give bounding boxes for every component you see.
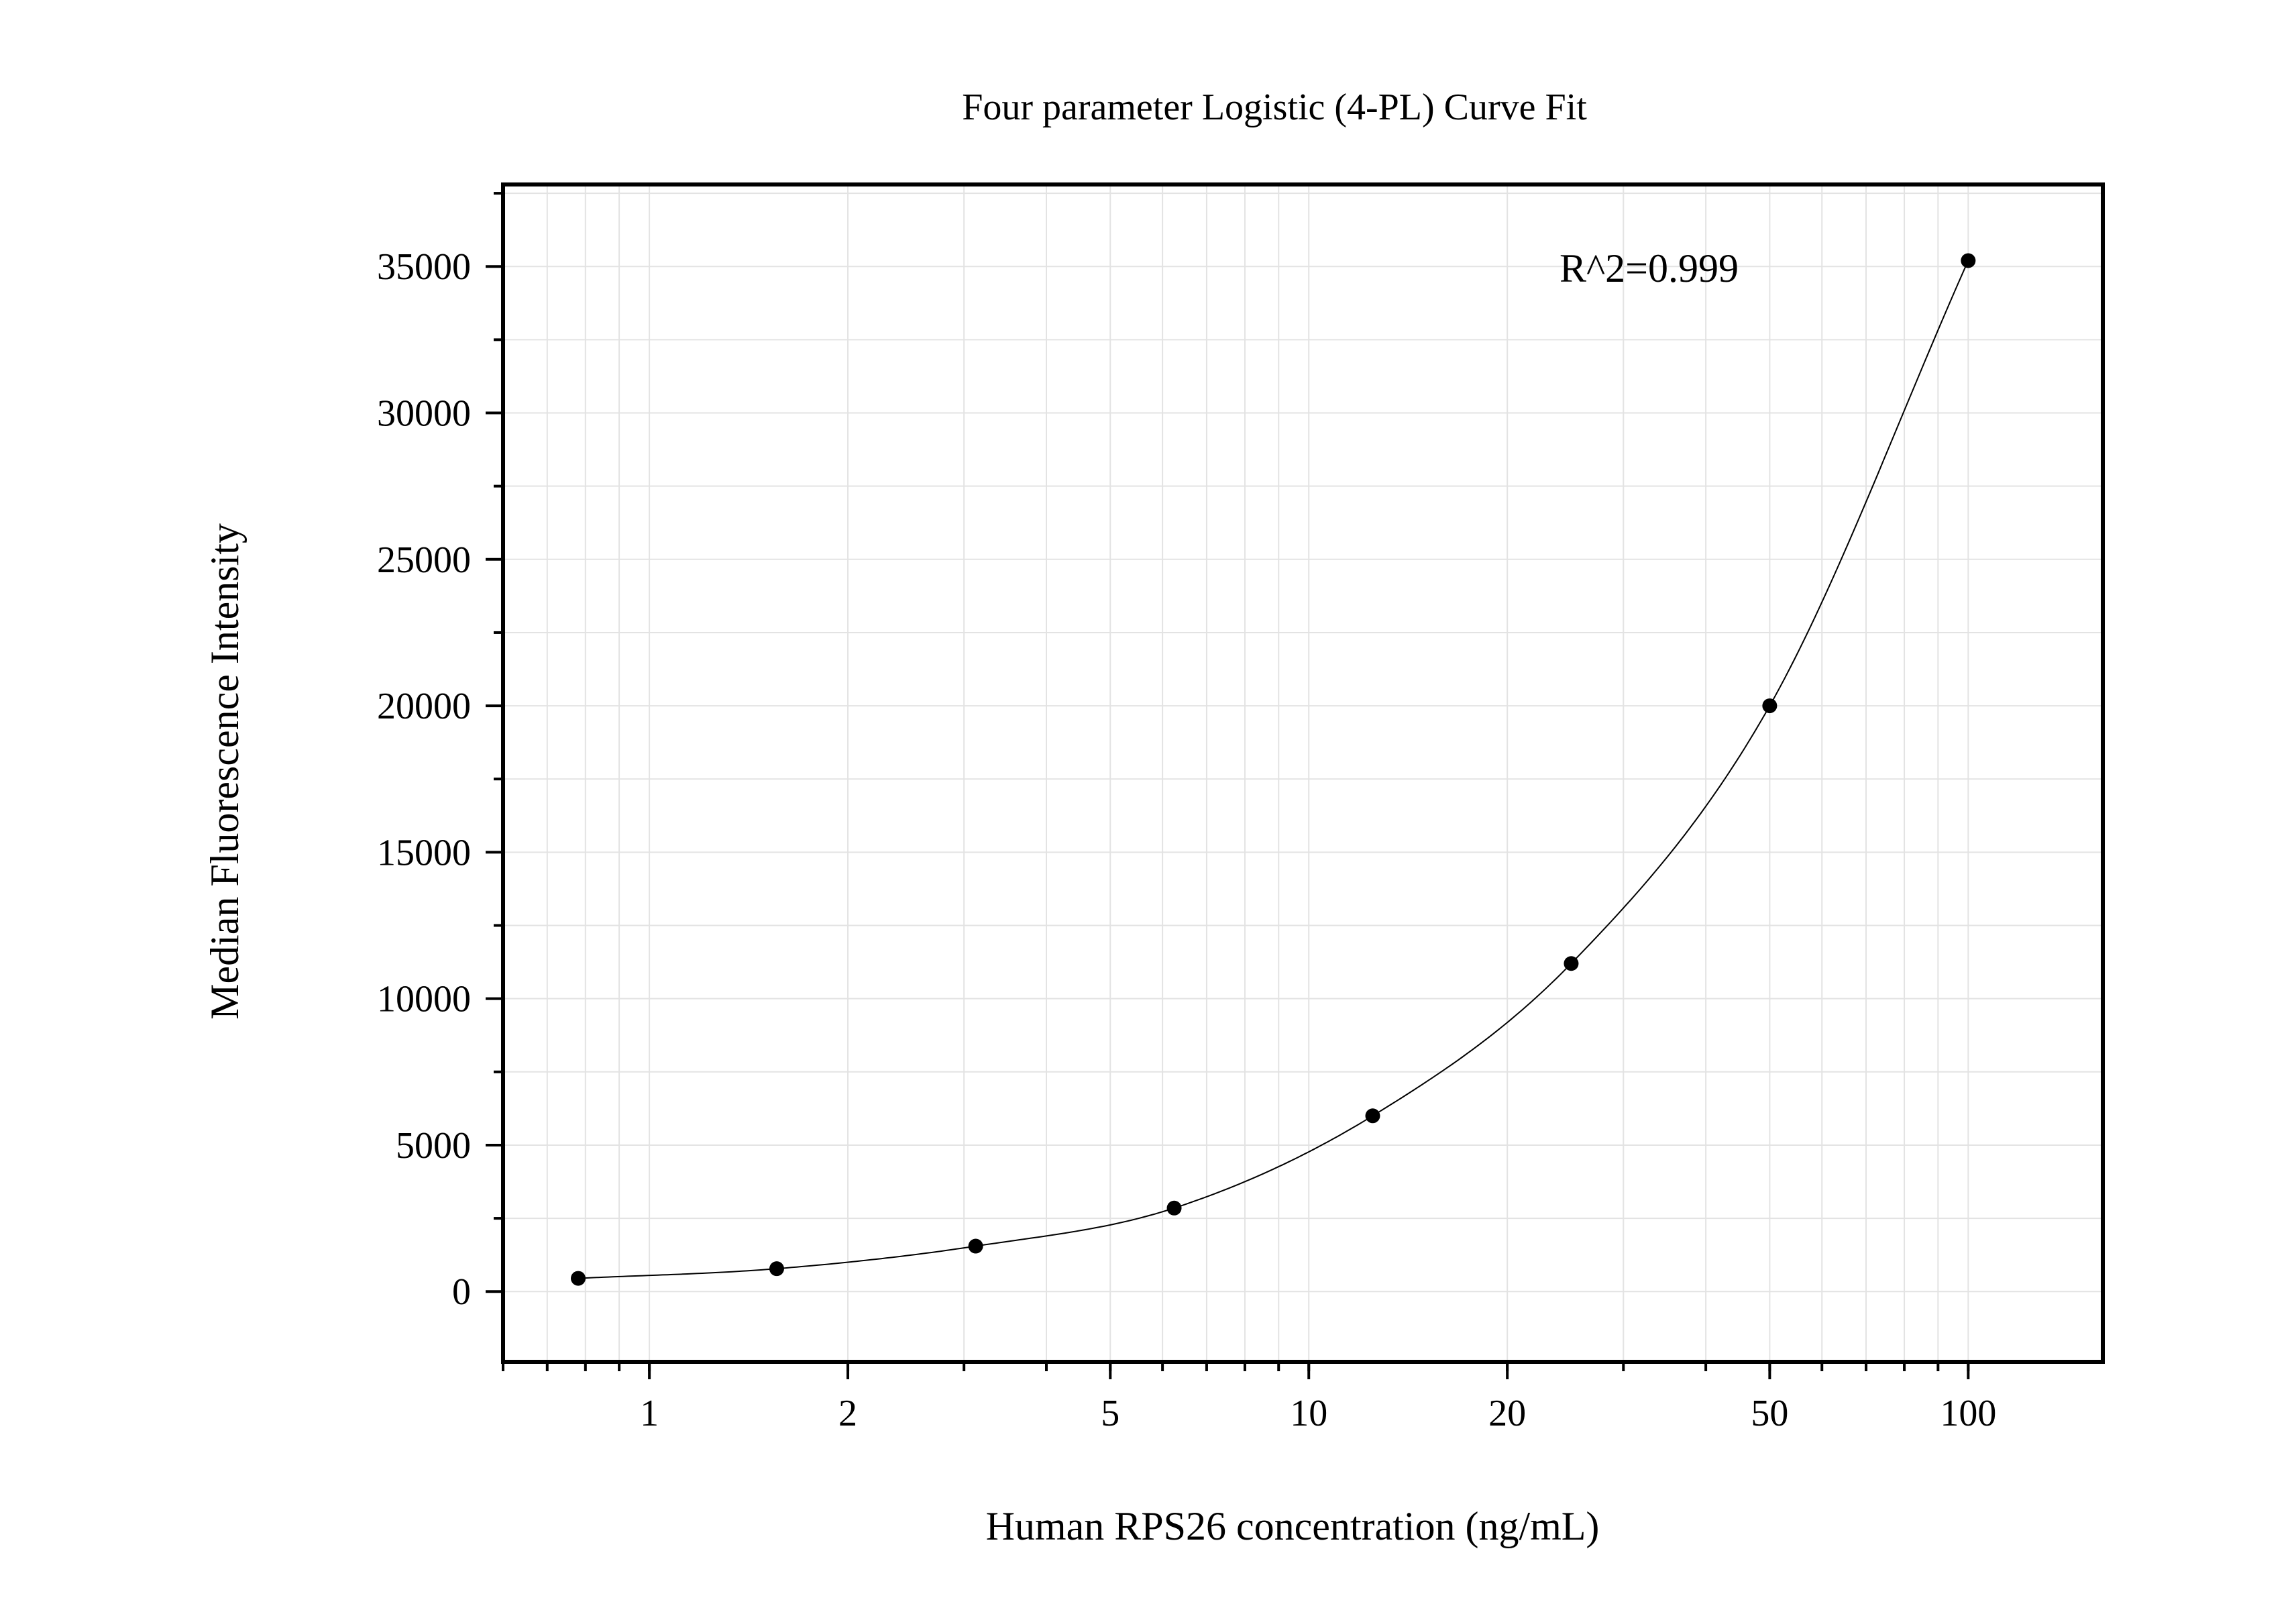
plot-frame <box>501 182 2105 1364</box>
data-point <box>968 1238 983 1254</box>
data-point <box>1961 253 1976 268</box>
y-tick-label: 35000 <box>377 246 471 288</box>
data-point <box>1365 1108 1380 1124</box>
data-point <box>769 1261 784 1277</box>
data-point <box>1762 698 1778 714</box>
fit-curve <box>578 260 1969 1279</box>
tick-labels: 1 2 5 10 20 50 100 0 5000 10000 15000 20000 25000 300… <box>377 246 1996 1434</box>
data-point <box>1166 1200 1182 1216</box>
y-tick-label: 15000 <box>377 832 471 873</box>
chart-title: Four parameter Logistic (4-PL) Curve Fit <box>962 87 1587 128</box>
x-tick-label: 50 <box>1751 1393 1788 1434</box>
y-tick-label: 0 <box>452 1271 471 1313</box>
y-tick-label: 30000 <box>377 393 471 435</box>
x-tick-label: 1 <box>640 1393 659 1434</box>
data-point <box>1564 956 1579 971</box>
x-tick-label: 2 <box>838 1393 857 1434</box>
x-tick-label: 5 <box>1101 1393 1119 1434</box>
r-squared-annotation: R^2=0.999 <box>1560 246 1739 290</box>
x-tick-label: 100 <box>1940 1393 1996 1434</box>
y-tick-label: 10000 <box>377 979 471 1020</box>
y-tick-label: 25000 <box>377 539 471 581</box>
x-axis-label: Human RPS26 concentration (ng/mL) <box>986 1504 1600 1548</box>
x-tick-label: 10 <box>1290 1393 1327 1434</box>
data-point <box>571 1271 586 1286</box>
axis-ticks <box>486 192 1970 1379</box>
x-tick-label: 20 <box>1488 1393 1526 1434</box>
y-axis-label: Median Fluorescence Intensity <box>203 523 247 1020</box>
y-tick-label: 20000 <box>377 686 471 727</box>
y-tick-label: 5000 <box>396 1125 471 1167</box>
grid-lines <box>502 184 2103 1362</box>
data-points <box>571 253 1976 1286</box>
